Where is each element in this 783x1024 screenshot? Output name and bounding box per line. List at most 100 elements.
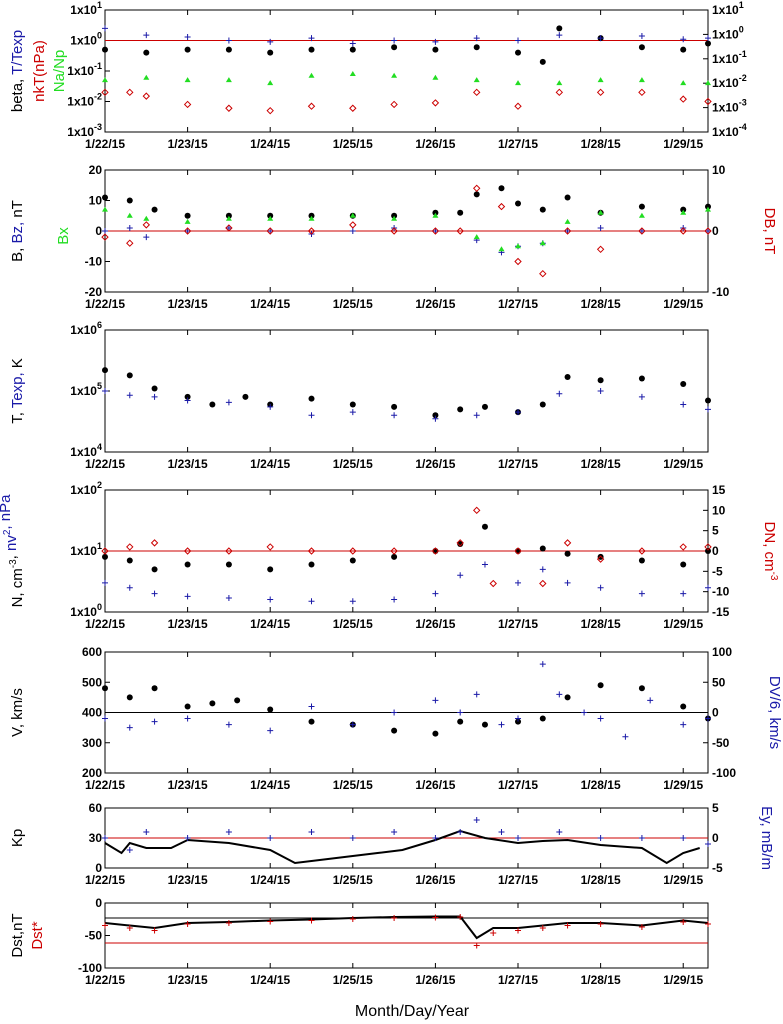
y2-tick-label: 10 bbox=[712, 163, 726, 177]
y2-tick-label: 15 bbox=[712, 483, 726, 497]
data-point bbox=[432, 835, 439, 841]
x-tick-label: 1/22/15 bbox=[85, 137, 125, 151]
data-point bbox=[638, 33, 645, 40]
data-point bbox=[680, 401, 687, 408]
data-point bbox=[349, 721, 356, 728]
data-point bbox=[102, 388, 108, 394]
x-tick-label: 1/29/15 bbox=[663, 973, 703, 987]
data-point bbox=[391, 727, 398, 734]
data-point bbox=[184, 46, 191, 53]
data-point bbox=[225, 224, 233, 232]
data-point bbox=[184, 921, 191, 927]
data-point bbox=[515, 835, 522, 841]
data-point bbox=[267, 403, 274, 410]
x-tick-label: 1/25/15 bbox=[333, 973, 373, 987]
data-point bbox=[481, 403, 488, 410]
data-point bbox=[432, 914, 439, 921]
data-point bbox=[102, 25, 108, 32]
data-point bbox=[126, 694, 133, 701]
x-tick-label: 1/22/15 bbox=[85, 617, 125, 631]
y-tick-label: 20 bbox=[89, 163, 103, 177]
y-axis-title: N, cm-3, nv2, nPa bbox=[0, 494, 26, 608]
data-point bbox=[349, 70, 356, 76]
data-point bbox=[308, 703, 315, 710]
data-point bbox=[183, 227, 192, 235]
data-point bbox=[679, 95, 687, 103]
series-t bbox=[102, 367, 711, 419]
data-point bbox=[564, 194, 571, 201]
data-point bbox=[349, 40, 356, 47]
x-tick-label: 1/23/15 bbox=[168, 778, 208, 792]
data-point bbox=[349, 916, 356, 922]
data-point bbox=[679, 543, 687, 551]
data-point bbox=[151, 566, 158, 573]
data-point bbox=[596, 88, 605, 97]
data-point bbox=[638, 547, 646, 555]
data-point bbox=[102, 715, 108, 722]
data-point bbox=[638, 203, 645, 210]
data-point bbox=[126, 197, 133, 204]
x-tick-label: 1/28/15 bbox=[581, 137, 621, 151]
data-point bbox=[638, 212, 645, 218]
data-point bbox=[638, 685, 645, 692]
data-point bbox=[564, 218, 571, 224]
y-tick-label: -10 bbox=[85, 255, 103, 269]
x-tick-label: 1/29/15 bbox=[663, 457, 703, 471]
data-point bbox=[705, 921, 711, 927]
data-point bbox=[432, 228, 439, 234]
data-point bbox=[267, 706, 274, 713]
x-tick-label: 1/29/15 bbox=[663, 778, 703, 792]
data-point bbox=[126, 372, 133, 379]
x-tick-label: 1/27/15 bbox=[498, 297, 538, 311]
x-tick-label: 1/24/15 bbox=[250, 297, 290, 311]
y-axis-title-3: Bx bbox=[55, 227, 72, 245]
data-point bbox=[705, 841, 711, 847]
data-point bbox=[432, 415, 439, 422]
y-tick-label: 1x102 bbox=[70, 480, 102, 497]
data-point bbox=[515, 548, 522, 554]
data-point bbox=[456, 227, 464, 235]
data-point bbox=[391, 44, 398, 51]
x-tick-label: 1/23/15 bbox=[168, 297, 208, 311]
data-point bbox=[432, 46, 439, 53]
data-point bbox=[209, 700, 216, 707]
data-point bbox=[638, 924, 645, 930]
x-tick-label: 1/24/15 bbox=[250, 778, 290, 792]
data-point bbox=[515, 37, 522, 44]
series-bz bbox=[102, 224, 711, 256]
data-point bbox=[349, 598, 356, 605]
data-point bbox=[267, 566, 274, 573]
y2-tick-label: -50 bbox=[712, 736, 730, 750]
data-point bbox=[457, 829, 464, 835]
data-point bbox=[126, 724, 133, 731]
y-tick-label: 1x100 bbox=[70, 602, 102, 619]
data-point bbox=[142, 92, 151, 100]
data-point bbox=[596, 555, 605, 563]
data-point bbox=[704, 227, 712, 235]
data-point bbox=[597, 715, 604, 722]
panel-velocity: 1/22/15 1/23/15 1/24/15 1/25/15 1/26/15 1/27/… bbox=[9, 645, 783, 792]
x-tick-label: 1/25/15 bbox=[333, 778, 373, 792]
y-tick-label: 300 bbox=[82, 736, 102, 750]
data-point bbox=[349, 547, 357, 555]
data-point bbox=[308, 412, 315, 419]
data-point bbox=[184, 77, 191, 83]
x-tick-label: 1/29/15 bbox=[663, 137, 703, 151]
data-point bbox=[457, 541, 464, 548]
data-point bbox=[556, 390, 563, 397]
x-tick-label: 1/27/15 bbox=[498, 137, 538, 151]
data-point bbox=[515, 715, 522, 722]
y-tick-label: 1x104 bbox=[70, 442, 102, 459]
data-point bbox=[680, 36, 687, 43]
x-tick-label: 1/28/15 bbox=[581, 457, 621, 471]
data-point bbox=[539, 579, 547, 588]
data-point bbox=[564, 922, 571, 929]
data-point bbox=[597, 921, 604, 927]
data-point bbox=[481, 523, 488, 530]
data-point bbox=[514, 102, 522, 110]
series-b bbox=[102, 185, 711, 219]
data-point bbox=[184, 218, 191, 224]
data-point bbox=[638, 590, 645, 597]
x-tick-label: 1/23/15 bbox=[168, 873, 208, 887]
data-point bbox=[183, 100, 192, 109]
